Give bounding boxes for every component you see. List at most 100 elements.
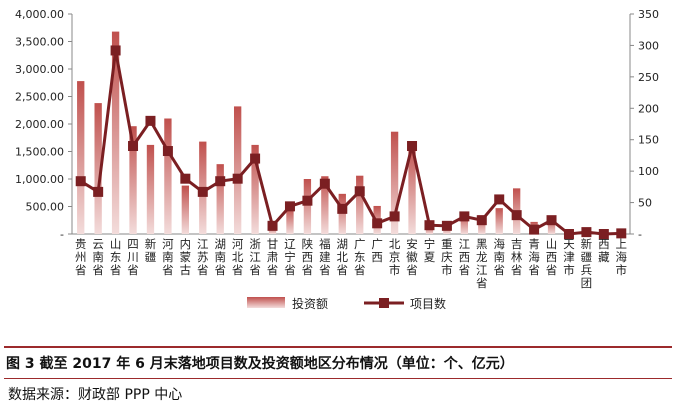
bar (164, 118, 172, 234)
x-tick-label: 湖南省 (214, 237, 226, 277)
line-marker (128, 141, 139, 151)
bar (408, 144, 416, 234)
y-right-tick-label: 100 (638, 165, 659, 178)
x-tick-label: 黑龙江省 (476, 237, 488, 290)
line-marker (441, 220, 452, 231)
line-marker (93, 186, 104, 197)
bar (460, 214, 469, 234)
line-marker (546, 215, 557, 226)
bar (181, 185, 190, 234)
line-marker (511, 210, 522, 221)
x-tick-label: 山东省 (110, 237, 122, 277)
bar (251, 144, 259, 234)
line-marker (180, 173, 191, 184)
x-tick-label: 重庆市 (441, 237, 453, 277)
bar (338, 193, 346, 234)
x-tick-label: 吉林省 (511, 237, 523, 277)
y-right-tick-label: - (638, 228, 642, 241)
y-left-tick-label: 1,000.00 (15, 173, 64, 186)
x-tick-label: 贵州省 (75, 237, 87, 277)
x-tick-label: 西藏 (598, 237, 610, 264)
bar (216, 164, 224, 234)
y-right-tick-label: 350 (638, 8, 659, 21)
legend-label: 项目数 (410, 296, 446, 311)
line-marker (459, 211, 470, 222)
bar (286, 208, 294, 234)
line-marker (197, 186, 208, 197)
line-marker (232, 173, 243, 184)
caption-bar: 图 3 截至 2017 年 6 月末落地项目数及投资额地区分布情况（单位：个、亿… (4, 346, 672, 379)
chart: - 500.00 1,000.00 1,500.00 2,000.00 2,500.00 3… (15, 8, 659, 311)
bar (495, 208, 503, 234)
line-marker (215, 176, 226, 187)
line-marker (476, 215, 487, 226)
bar (547, 219, 556, 234)
y-left-tick-label: 1,500.00 (15, 146, 64, 159)
x-tick-label: 河北省 (232, 237, 244, 277)
bar (111, 31, 120, 234)
x-tick-label: 云南省 (92, 237, 104, 277)
line-marker (424, 220, 435, 231)
y-left-tick-label: 3,500.00 (15, 36, 64, 49)
line-marker (616, 228, 627, 239)
x-tick-label: 江西省 (459, 237, 471, 277)
x-tick-label: 山西省 (546, 237, 558, 277)
line-marker (372, 218, 383, 229)
x-tick-label: 河南省 (162, 237, 174, 277)
x-tick-label: 广东省 (354, 237, 366, 277)
bar (390, 131, 399, 234)
x-tick-label: 湖北省 (337, 237, 349, 277)
y-left-tick-label: 2,000.00 (15, 118, 64, 131)
line-marker (319, 178, 330, 189)
legend-swatch-bar (247, 297, 285, 308)
y-left-tick-label: 500.00 (26, 201, 65, 214)
line-marker (407, 141, 418, 151)
bar (356, 175, 364, 234)
line-marker (529, 224, 540, 235)
x-tick-label: 辽宁省 (284, 237, 296, 277)
line-marker (110, 45, 121, 56)
line-marker (267, 220, 278, 231)
x-tick-label: 宁夏 (424, 237, 436, 264)
x-tick-label: 天津市 (563, 237, 575, 277)
x-tick-label: 内蒙古 (180, 237, 192, 277)
x-tick-label: 北京市 (389, 237, 401, 277)
y-left-tick-label: 4,000.00 (15, 8, 64, 21)
y-left-tick-label: - (60, 228, 64, 241)
y-left-tick-label: 2,500.00 (15, 91, 64, 104)
y-right-tick-label: 200 (638, 102, 659, 115)
x-tick-label: 安徽省 (406, 237, 418, 277)
y-right-tick-label: 300 (638, 39, 659, 52)
line-marker (494, 194, 505, 205)
series-line (79, 50, 622, 236)
bar (321, 176, 329, 234)
x-tick-label: 新疆 (145, 237, 157, 264)
data-source: 数据来源：财政部 PPP 中心 (8, 387, 183, 403)
y-right-tick-label: 250 (638, 71, 659, 84)
line-marker (250, 153, 261, 164)
line-marker (162, 146, 173, 157)
x-tick-label: 广西 (371, 237, 383, 264)
line-marker (598, 229, 609, 239)
x-tick-label: 浙江省 (249, 237, 261, 277)
x-tick-label: 青海省 (528, 237, 540, 277)
line-marker (581, 227, 592, 238)
bar (77, 81, 85, 234)
x-tick-label: 海南省 (493, 237, 505, 277)
bar (94, 103, 102, 234)
x-tick-label: 福建省 (319, 237, 331, 277)
line-marker (354, 186, 365, 197)
y-right-tick-label: 50 (638, 197, 652, 210)
x-tick-label: 甘肃省 (267, 237, 279, 277)
legend-label: 投资额 (292, 296, 328, 311)
line-marker (389, 211, 400, 222)
bar (146, 144, 155, 234)
line-marker (337, 203, 348, 214)
line-marker (145, 115, 156, 126)
line-marker (75, 176, 86, 187)
line-marker (302, 195, 313, 206)
y-left-tick-label: 3,000.00 (15, 63, 64, 76)
x-tick-label: 四川省 (127, 237, 139, 277)
x-tick-label: 新疆兵团 (581, 237, 593, 290)
x-tick-label: 陕西省 (302, 237, 314, 277)
